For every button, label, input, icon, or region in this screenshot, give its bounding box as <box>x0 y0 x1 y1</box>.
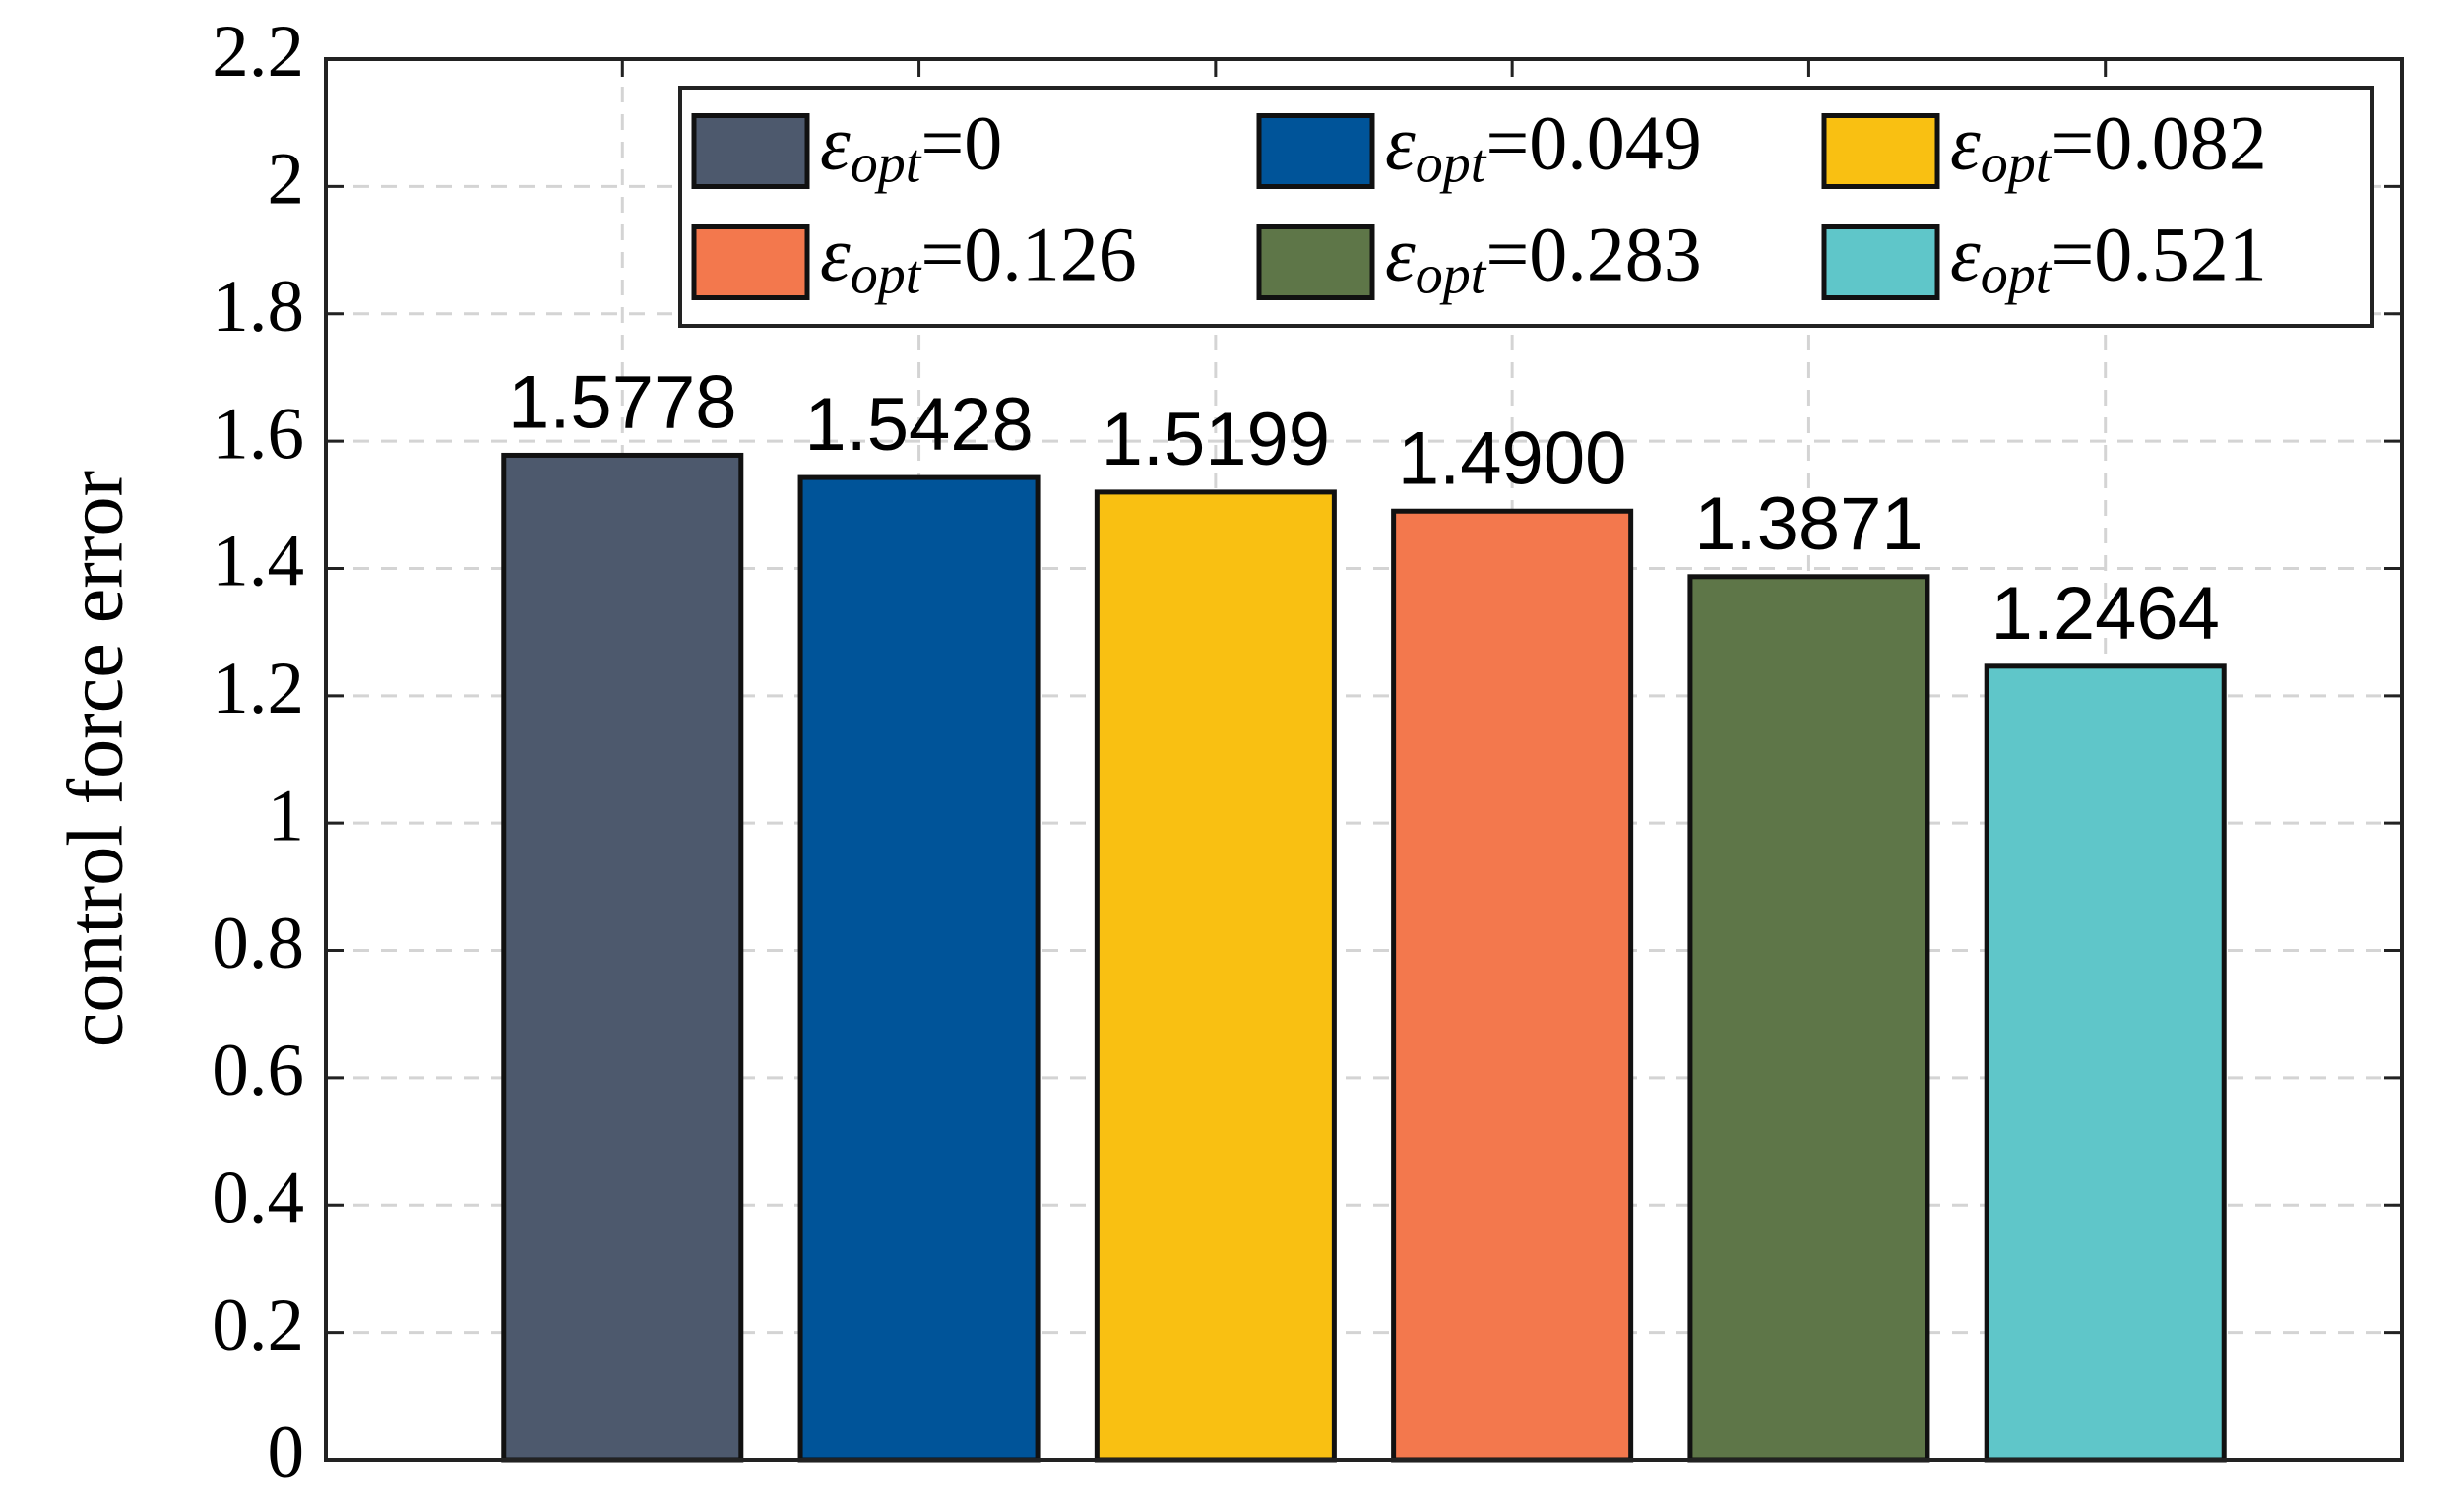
y-tick-label: 0.4 <box>212 1157 304 1238</box>
legend-swatch <box>1821 113 1940 189</box>
y-tick-label: 0.2 <box>212 1285 304 1366</box>
legend-label: εopt=0.082 <box>1950 99 2267 194</box>
y-tick-label: 1 <box>268 775 305 856</box>
data-label: 1.5199 <box>1102 398 1330 481</box>
data-label: 1.3871 <box>1694 482 1923 566</box>
y-tick-label: 2.2 <box>212 11 304 93</box>
bar <box>1687 574 1930 1463</box>
y-tick-label: 0 <box>268 1412 305 1493</box>
legend-swatch <box>1256 113 1375 189</box>
y-tick-label: 2 <box>268 139 305 220</box>
legend-swatch <box>1256 224 1375 300</box>
legend-box <box>678 86 2374 328</box>
y-tick-label: 1.4 <box>212 521 304 602</box>
y-tick-label: 0.8 <box>212 903 304 984</box>
y-tick-label: 1.8 <box>212 266 304 347</box>
bar <box>1391 508 1634 1463</box>
legend-swatch <box>691 113 810 189</box>
y-tick-label: 1.6 <box>212 393 304 474</box>
legend-label: εopt=0.283 <box>1385 211 1702 305</box>
data-label: 1.4900 <box>1398 416 1626 500</box>
y-axis-label: control force error <box>52 471 139 1047</box>
y-tick-label: 0.6 <box>212 1030 304 1111</box>
bar <box>797 474 1041 1463</box>
legend-swatch <box>691 224 810 300</box>
legend-swatch <box>1821 224 1940 300</box>
y-tick-label: 1.2 <box>212 648 304 729</box>
data-label: 1.2464 <box>1990 572 2219 656</box>
data-label: 1.5778 <box>508 361 736 445</box>
bar <box>501 452 744 1463</box>
legend-label: εopt=0.049 <box>1385 99 1702 194</box>
legend-label: εopt=0.126 <box>820 211 1137 305</box>
legend-label: εopt=0.521 <box>1950 211 2267 305</box>
legend-label: εopt=0 <box>820 99 1002 194</box>
bar <box>1094 489 1337 1463</box>
data-label: 1.5428 <box>804 383 1033 467</box>
bar <box>1984 663 2227 1463</box>
plot-frame <box>324 57 2404 1462</box>
